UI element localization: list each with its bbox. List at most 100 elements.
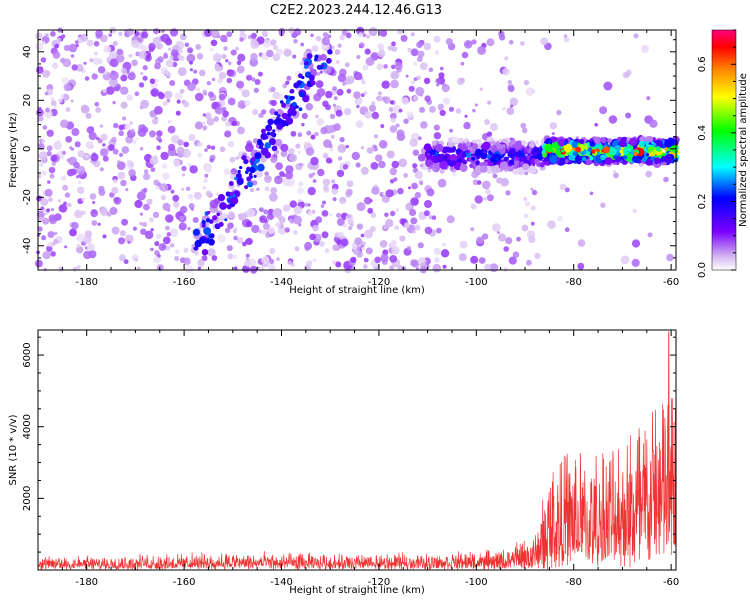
- heatmap-cell: [210, 39, 218, 47]
- heatmap-cell: [346, 88, 352, 94]
- heatmap-cell: [523, 196, 528, 202]
- heatmap-cell: [443, 146, 450, 153]
- heatmap-cell: [345, 144, 349, 149]
- heatmap-cell: [162, 202, 171, 211]
- heatmap-cell: [381, 80, 390, 89]
- heatmap-cell: [603, 146, 611, 154]
- heatmap-cell: [616, 161, 620, 165]
- heatmap-cell: [209, 233, 215, 239]
- heatmap-cell: [445, 38, 453, 46]
- heatmap-cell: [364, 229, 373, 239]
- heatmap-cell: [316, 118, 324, 126]
- heatmap-cell: [379, 29, 388, 37]
- heatmap-cell: [100, 208, 109, 217]
- heatmap-cell: [305, 147, 315, 156]
- heatmap-cell: [231, 120, 237, 127]
- heatmap-cell: [484, 119, 491, 125]
- heatmap-cell: [414, 170, 423, 180]
- heatmap-cell: [37, 115, 44, 122]
- heatmap-cell: [632, 208, 637, 213]
- heatmap-cell: [390, 79, 399, 89]
- heatmap-cell: [221, 53, 227, 60]
- heatmap-cell: [599, 106, 608, 115]
- heatmap-cell: [410, 259, 418, 267]
- heatmap-cell: [60, 57, 66, 64]
- heatmap-cell: [378, 91, 382, 96]
- heatmap-cell: [504, 56, 509, 61]
- heatmap-cell: [208, 219, 214, 224]
- heatmap-cell: [342, 81, 347, 86]
- heatmap-cell: [410, 48, 419, 57]
- heatmap-cell: [292, 54, 297, 59]
- heatmap-cell: [498, 233, 506, 242]
- heatmap-cell: [228, 61, 232, 66]
- heatmap-cell: [197, 152, 203, 158]
- heatmap-cell: [52, 51, 61, 59]
- heatmap-cell: [206, 144, 212, 150]
- heatmap-cell: [433, 35, 441, 43]
- heatmap-cell: [76, 175, 80, 179]
- heatmap-cell: [194, 140, 198, 145]
- heatmap-cell: [162, 101, 168, 106]
- heatmap-cell: [131, 39, 140, 48]
- heatmap-cell: [80, 104, 90, 114]
- heatmap-cell: [356, 202, 366, 212]
- heatmap-cell: [290, 106, 294, 110]
- heatmap-cell: [620, 156, 624, 160]
- heatmap-cell: [253, 138, 259, 144]
- heatmap-cell: [417, 242, 424, 249]
- heatmap-cell: [375, 95, 381, 101]
- heatmap-cell: [490, 156, 496, 163]
- heatmap-cell: [464, 114, 468, 118]
- heatmap-cell: [608, 115, 618, 124]
- heatmap-cell: [261, 256, 270, 265]
- heatmap-cell: [111, 136, 117, 143]
- heatmap-cell: [519, 161, 525, 166]
- heatmap-cell: [307, 210, 313, 216]
- heatmap-cell: [427, 152, 431, 156]
- heatmap-cell: [253, 87, 259, 93]
- heatmap-cell: [250, 52, 258, 61]
- heatmap-cell: [213, 116, 220, 122]
- heatmap-cell: [249, 188, 254, 193]
- heatmap-cell: [237, 100, 247, 109]
- heatmap-cell: [594, 123, 598, 127]
- heatmap-cell: [556, 109, 562, 116]
- heatmap-cell: [398, 108, 403, 113]
- heatmap-cell: [315, 216, 323, 224]
- heatmap-cell: [320, 204, 325, 208]
- heatmap-cell: [264, 142, 272, 149]
- heatmap-cell: [306, 260, 313, 267]
- heatmap-cell: [327, 34, 332, 39]
- heatmap-cell: [155, 233, 162, 240]
- heatmap-cell: [60, 94, 65, 98]
- heatmap-cell: [263, 209, 269, 215]
- colorbar: 0.0 0.2 0.4 0.6 Normalized spectral amplitu…: [697, 29, 749, 278]
- heatmap-cell: [423, 77, 431, 85]
- heatmap-cell: [414, 191, 422, 199]
- heatmap-cell: [142, 222, 148, 227]
- heatmap-cell: [520, 122, 527, 129]
- heatmap-cell: [507, 80, 512, 85]
- heatmap-cell: [555, 149, 561, 156]
- heatmap-cell: [210, 145, 216, 150]
- heatmap-cell: [373, 145, 377, 149]
- heatmap-cell: [153, 255, 161, 264]
- heatmap-cell: [355, 120, 364, 129]
- heatmap-cell: [124, 234, 134, 244]
- heatmap-cell: [400, 34, 408, 42]
- y-tick-label: 0: [22, 146, 33, 152]
- heatmap-cell: [347, 214, 352, 219]
- heatmap-cell: [76, 165, 86, 175]
- heatmap-cell: [258, 112, 264, 119]
- heatmap-cell: [144, 230, 154, 240]
- heatmap-cell: [302, 94, 310, 103]
- heatmap-cell: [285, 165, 294, 174]
- heatmap-cell: [91, 220, 98, 226]
- heatmap-cell: [146, 198, 153, 205]
- heatmap-cell: [236, 80, 245, 89]
- heatmap-cell: [128, 53, 133, 58]
- heatmap-cell: [385, 219, 394, 228]
- heatmap-cell: [520, 41, 525, 46]
